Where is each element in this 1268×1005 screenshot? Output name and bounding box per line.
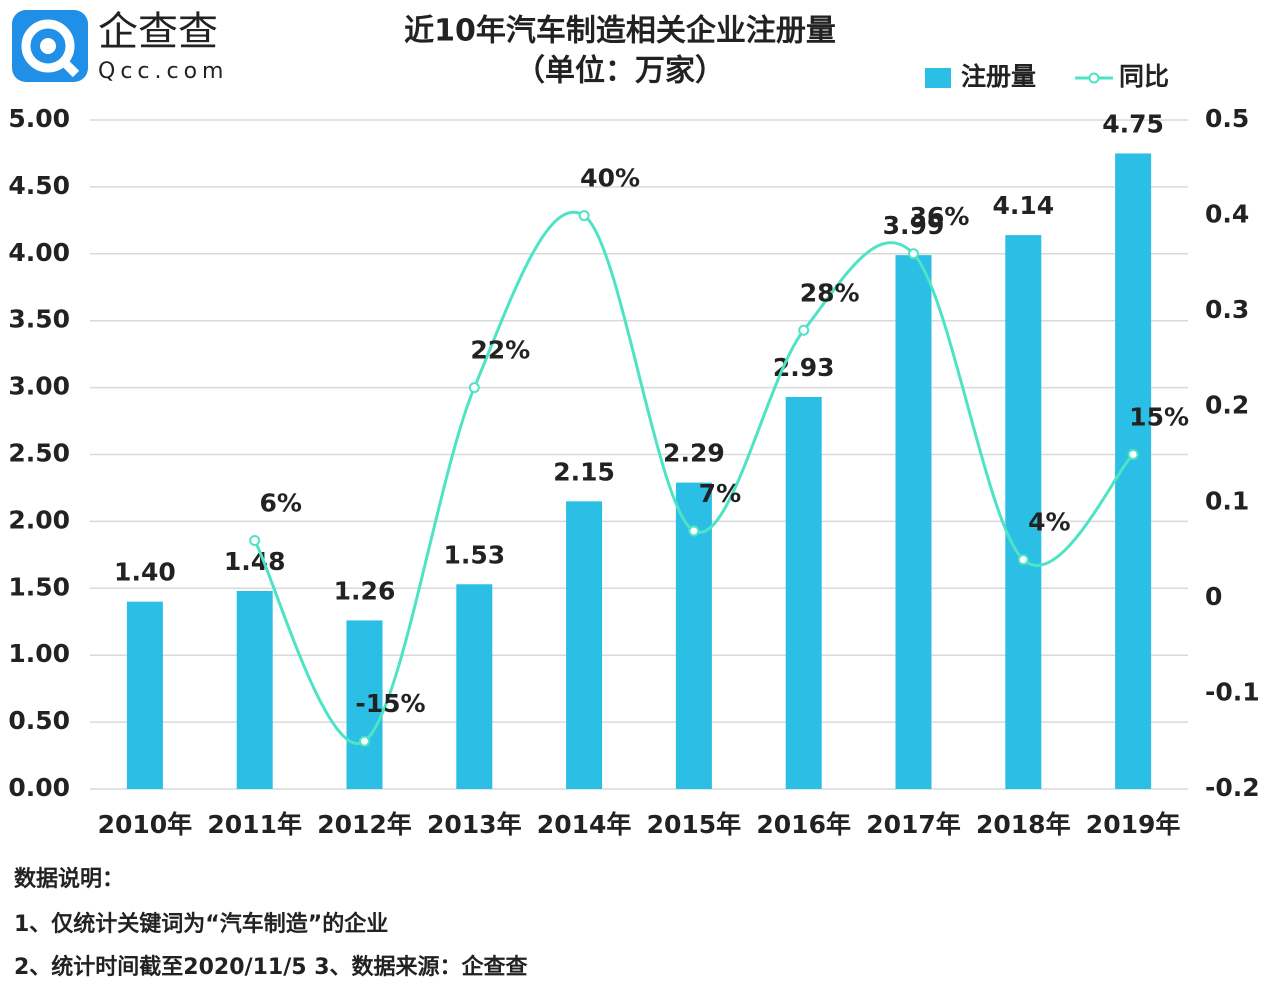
line-marker xyxy=(249,535,261,547)
line-marker xyxy=(578,210,590,222)
x-tick-label: 2018年 xyxy=(976,810,1071,839)
y-tick-label: 3.50 xyxy=(8,305,70,334)
y-tick-label: 2.00 xyxy=(8,505,70,534)
logo-name: 企查查 xyxy=(98,9,218,55)
bar-value-label: 2.15 xyxy=(553,457,615,486)
line-marker xyxy=(908,248,919,260)
y2-tick-label: 0.1 xyxy=(1205,486,1249,515)
line-marker xyxy=(1017,554,1029,566)
y-tick-label: 2.50 xyxy=(8,439,70,468)
x-tick-label: 2017年 xyxy=(866,810,961,839)
x-tick-label: 2014年 xyxy=(537,810,632,839)
bar xyxy=(346,620,383,789)
line-marker xyxy=(359,735,370,747)
bar xyxy=(895,255,932,789)
y-tick-label: 0.50 xyxy=(8,706,70,735)
y2-tick-label: 0 xyxy=(1205,582,1222,611)
y-tick-label: 1.00 xyxy=(8,639,70,668)
line-value-label: 36% xyxy=(910,202,970,231)
bar xyxy=(236,590,273,789)
legend-label: 同比 xyxy=(1119,62,1169,91)
y2-tick-label: -0.1 xyxy=(1205,677,1260,706)
line-value-label: 28% xyxy=(800,278,860,307)
y2-tick-label: 0.2 xyxy=(1205,391,1249,420)
bar xyxy=(566,501,603,789)
y-tick-label: 1.50 xyxy=(8,572,70,601)
x-tick-label: 2019年 xyxy=(1086,810,1181,839)
y-tick-label: 5.00 xyxy=(8,104,70,133)
notes-line: 1、仅统计关键词为“汽车制造”的企业 xyxy=(14,911,388,937)
bar xyxy=(1005,235,1042,789)
y2-tick-label: -0.2 xyxy=(1205,773,1260,802)
x-tick-label: 2013年 xyxy=(427,810,522,839)
bar-value-label: 3.99 xyxy=(883,211,945,240)
line-value-label: 15% xyxy=(1129,403,1189,432)
notes-line: 2、统计时间截至2020/11/5 3、数据来源：企查查 xyxy=(14,954,528,980)
line xyxy=(253,211,1135,745)
line-value-label: 6% xyxy=(259,489,301,518)
y-tick-label: 4.50 xyxy=(8,171,70,200)
line-value-label: 4% xyxy=(1028,508,1070,537)
x-tick-label: 2011年 xyxy=(207,810,302,839)
bar xyxy=(456,584,493,789)
legend-swatch xyxy=(1088,72,1100,84)
line-marker xyxy=(688,525,700,537)
logo-dot xyxy=(40,38,56,54)
bar-value-label: 1.48 xyxy=(224,547,286,576)
line-value-label: 22% xyxy=(470,336,530,365)
x-tick-label: 2016年 xyxy=(756,810,851,839)
notes-heading: 数据说明： xyxy=(14,866,124,892)
logo-ring xyxy=(21,19,75,73)
chart-subtitle: （单位：万家） xyxy=(515,54,725,89)
x-tick-label: 2015年 xyxy=(647,810,742,839)
chart-title: 近10年汽车制造相关企业注册量 xyxy=(404,14,836,49)
line-value-label: 40% xyxy=(580,164,640,193)
line-marker xyxy=(798,324,810,336)
logo-url: Qcc.com xyxy=(98,59,229,84)
bar-value-label: 1.26 xyxy=(334,576,396,605)
line-value-label: -15% xyxy=(355,689,425,718)
x-tick-label: 2010年 xyxy=(98,810,193,839)
bar-value-label: 4.75 xyxy=(1102,109,1164,138)
y-tick-label: 0.00 xyxy=(8,773,70,802)
bar-value-label: 2.29 xyxy=(663,439,725,468)
y-tick-label: 3.00 xyxy=(8,372,70,401)
bar-value-label: 4.14 xyxy=(992,191,1054,220)
y2-tick-label: 0.5 xyxy=(1205,104,1249,133)
line-value-label: 7% xyxy=(699,479,741,508)
line-marker xyxy=(1127,449,1139,460)
bar-value-label: 1.40 xyxy=(114,558,176,587)
line-marker xyxy=(468,382,480,394)
legend-swatch xyxy=(925,68,951,88)
y2-tick-label: 0.4 xyxy=(1205,200,1249,229)
y-tick-label: 4.00 xyxy=(8,238,70,267)
bar xyxy=(785,396,822,789)
bar xyxy=(126,601,163,789)
x-tick-label: 2012年 xyxy=(317,810,412,839)
bar-value-label: 1.53 xyxy=(443,540,505,569)
legend-label: 注册量 xyxy=(961,62,1036,91)
y2-tick-label: 0.3 xyxy=(1205,295,1249,324)
logo-handle xyxy=(58,56,80,78)
